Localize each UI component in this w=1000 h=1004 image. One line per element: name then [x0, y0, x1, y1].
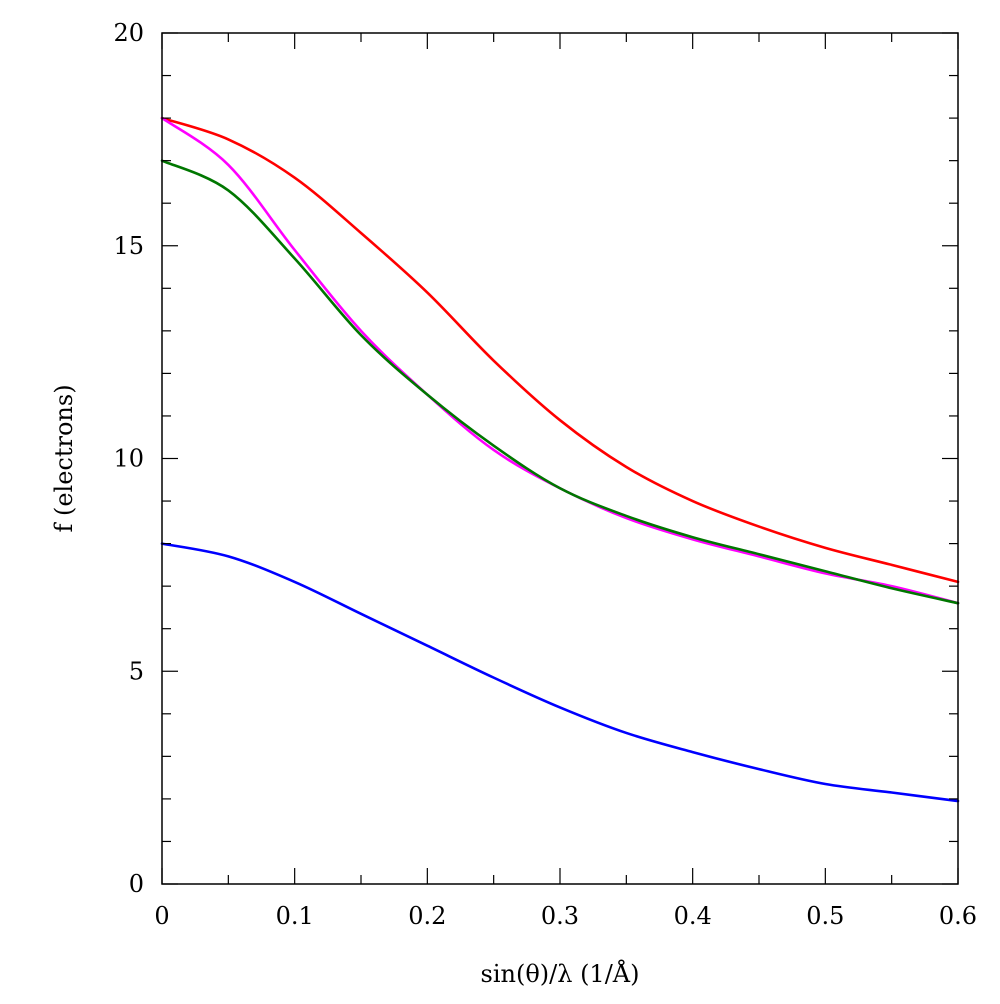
series-group — [160, 116, 960, 803]
x-tick-label: 0.5 — [806, 902, 844, 930]
y-tick-label: 15 — [113, 232, 144, 260]
x-tick-labels: 0 0.1 0.2 0.3 0.4 0.5 0.6 — [154, 902, 977, 930]
x-tick-label: 0 — [154, 902, 169, 930]
x-tick-label: 0.3 — [541, 902, 579, 930]
x-axis-title: sin(θ)/λ (1/Å) — [481, 959, 640, 988]
y-tick-labels: 0 5 10 15 20 — [113, 19, 144, 898]
series-line-1 — [160, 116, 960, 584]
y-axis-title: f (electrons) — [50, 384, 78, 532]
y-tick-label: 5 — [129, 657, 144, 685]
tick-group — [161, 32, 959, 885]
y-tick-label: 0 — [129, 870, 144, 898]
x-tick-label: 0.6 — [939, 902, 977, 930]
x-tick-label: 0.4 — [674, 902, 712, 930]
plot-frame — [161, 32, 959, 885]
series-line-2 — [160, 116, 960, 605]
y-tick-label: 20 — [113, 19, 144, 47]
x-tick-label: 0.1 — [276, 902, 314, 930]
series-line-3 — [160, 159, 960, 605]
y-tick-label: 10 — [113, 445, 144, 473]
series-line-4 — [160, 542, 960, 803]
x-tick-label: 0.2 — [408, 902, 446, 930]
